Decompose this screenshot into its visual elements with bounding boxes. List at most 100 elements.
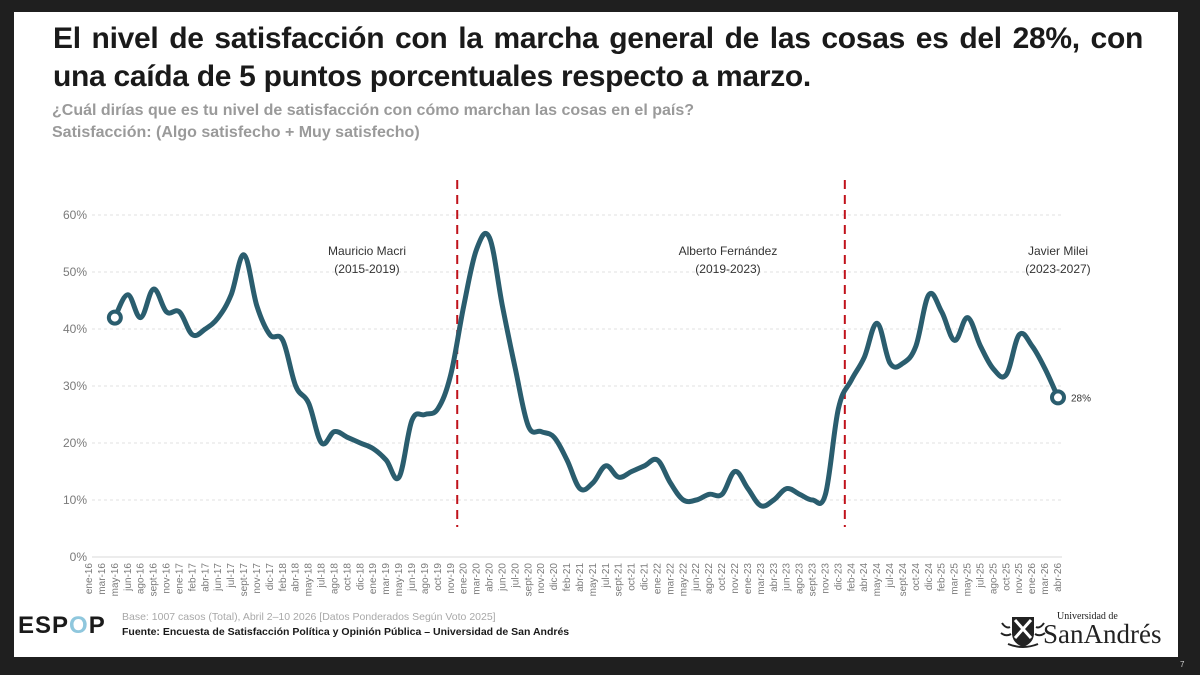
x-tick-label: jul-20 [510,563,521,589]
period-label-years: (2015-2019) [334,262,399,276]
series-line [112,231,1061,509]
x-tick-label: mar-16 [97,563,108,595]
x-tick-label: ene-22 [652,563,663,595]
period-label-years: (2019-2023) [695,262,760,276]
x-tick-label: nov-16 [162,563,173,594]
x-tick-label: dic-24 [924,563,935,591]
x-tick-label: may-22 [678,563,689,597]
x-tick-label: mar-23 [756,563,767,595]
period-dividers [456,180,846,527]
x-tick-label: jul-24 [885,563,896,589]
x-tick-label: mar-20 [472,563,483,595]
page-title: El nivel de satisfacción con la marcha g… [53,22,1143,93]
source-note: Fuente: Encuesta de Satisfacción Polític… [122,626,570,638]
x-tick-label: ago-25 [988,563,999,595]
x-tick-label: ene-17 [174,563,185,595]
x-tick-label: nov-20 [536,563,547,594]
x-tick-label: nov-23 [820,563,831,594]
x-tick-label: abr-21 [575,563,586,592]
x-tick-label: feb-21 [562,563,573,592]
y-tick-label: 50% [63,265,87,279]
y-tick-label: 60% [63,208,87,222]
x-tick-label: ago-22 [704,563,715,595]
x-tick-label: nov-19 [446,563,457,594]
sample-base-note: Base: 1007 casos (Total), Abril 2–10 202… [122,611,496,623]
university-crest-icon [1000,617,1046,648]
x-tick-label: jun-22 [691,563,702,592]
x-tick-label: mar-19 [381,563,392,595]
x-tick-label: oct-19 [433,563,444,591]
x-tick-label: jul-17 [226,563,237,589]
x-tick-label: may-18 [304,563,315,597]
end-value-label: 28% [1071,393,1091,404]
x-tick-label: abr-26 [1053,563,1064,592]
x-tick-label: feb-25 [937,563,948,592]
x-tick-label: nov-17 [252,563,263,594]
satisfaction-line [112,231,1061,509]
x-tick-label: sept-23 [808,563,819,597]
end-point-marker [1050,389,1066,406]
x-tick-label: dic-20 [549,563,560,591]
x-tick-label: mar-22 [665,563,676,595]
x-tick-label: ago-18 [329,563,340,595]
y-tick-label: 30% [63,379,87,393]
x-tick-label: oct-21 [627,563,638,591]
y-axis-ticks: 0% 10% 20% 30% 40% 50% 60% [63,208,87,564]
x-tick-label: feb-24 [846,563,857,592]
x-tick-label: oct-22 [717,563,728,591]
y-tick-label: 0% [70,550,88,564]
x-tick-label: nov-22 [730,563,741,594]
slide [14,12,1178,657]
x-tick-label: jul-21 [601,563,612,589]
x-tick-label: may-25 [963,563,974,597]
x-tick-label: ago-19 [420,563,431,595]
x-tick-label: ene-16 [84,563,95,595]
x-tick-label: jun-23 [782,563,793,592]
series-markers: 28% [106,309,1091,406]
x-tick-label: oct-18 [342,563,353,591]
period-labels: Mauricio Macri (2015-2019) Alberto Fernánd… [328,244,1091,276]
y-tick-label: 20% [63,436,87,450]
x-tick-label: jul-25 [975,563,986,589]
x-tick-label: oct-25 [1001,563,1012,591]
x-tick-label: sept-17 [239,563,250,597]
x-tick-label: jun-17 [213,563,224,592]
x-tick-label: ago-16 [136,563,147,595]
x-tick-label: nov-25 [1014,563,1025,594]
period-label-name: Mauricio Macri [328,244,406,258]
x-tick-label: ene-26 [1027,563,1038,595]
university-label-big: SanAndrés [1043,619,1162,649]
x-tick-label: jun-16 [123,563,134,592]
survey-question: ¿Cuál dirías que es tu nivel de satisfac… [52,102,694,119]
x-tick-label: abr-17 [200,563,211,592]
y-tick-label: 40% [63,322,87,336]
x-tick-label: sept-21 [614,563,625,597]
x-tick-label: ene-19 [368,563,379,595]
x-tick-label: abr-20 [485,563,496,592]
x-tick-label: dic-21 [640,563,651,591]
period-label-name: Javier Milei [1028,244,1088,258]
page-number: 7 [1180,660,1185,669]
x-tick-label: may-19 [394,563,405,597]
period-label-name: Alberto Fernández [679,244,778,258]
x-tick-label: feb-17 [187,563,198,592]
x-tick-label: sept-20 [523,563,534,597]
x-tick-label: feb-18 [278,563,289,592]
x-tick-label: mar-25 [950,563,961,595]
x-axis-ticks: ene-16 mar-16 may-16 jun-16 ago-16 sept-16 nov… [84,563,1064,597]
x-tick-label: ago-23 [795,563,806,595]
x-tick-label: abr-24 [859,563,870,592]
period-label-years: (2023-2027) [1025,262,1090,276]
x-tick-label: may-24 [872,563,883,597]
x-tick-label: jul-18 [317,563,328,589]
y-tick-label: 10% [63,493,87,507]
x-tick-label: abr-23 [769,563,780,592]
measure-description: Satisfacción: (Algo satisfecho + Muy sat… [52,124,420,141]
espop-logo: ESPOP [18,612,106,639]
x-tick-label: mar-26 [1040,563,1051,595]
chart-subtitle: ¿Cuál dirías que es tu nivel de satisfac… [52,100,694,144]
x-tick-label: sept-24 [898,563,909,597]
grid-lines [92,214,1062,558]
x-tick-label: ene-20 [459,563,470,595]
